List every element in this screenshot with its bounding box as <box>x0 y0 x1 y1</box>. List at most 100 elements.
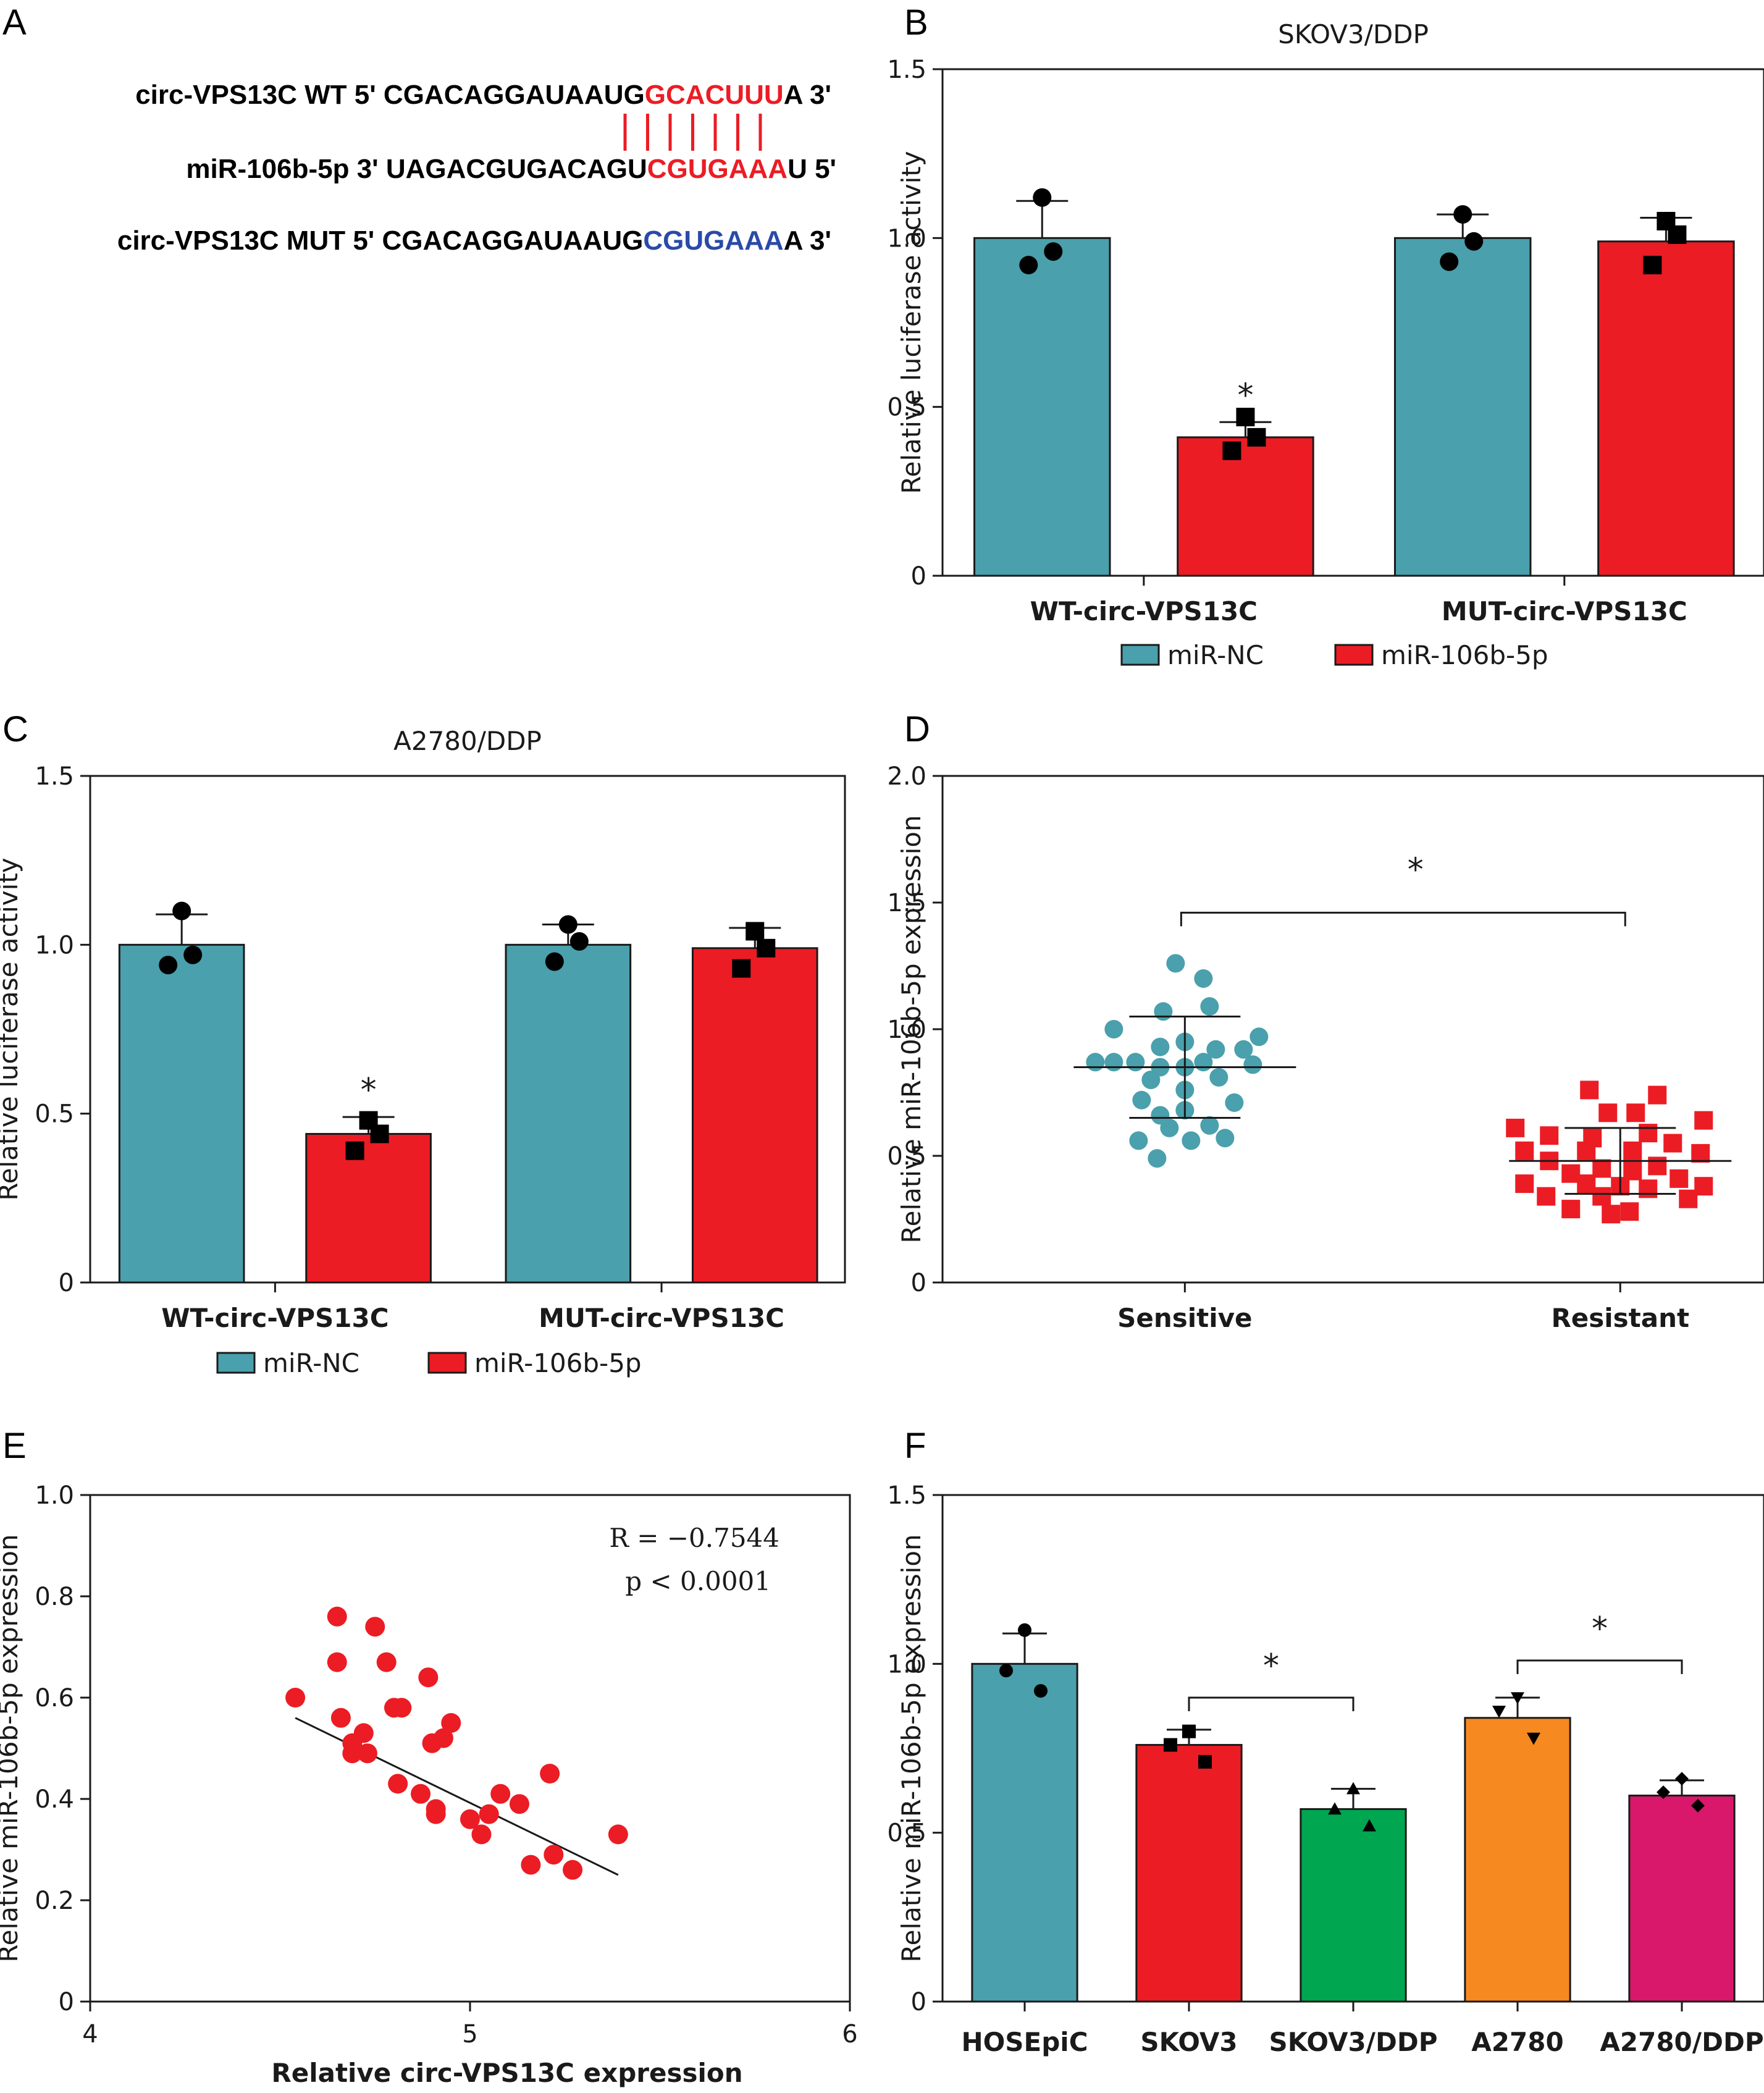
chart-title: SKOV3/DDP <box>1278 19 1429 49</box>
data-point <box>460 1809 480 1829</box>
data-point <box>608 1824 628 1845</box>
data-point <box>1657 1785 1670 1800</box>
data-point <box>1694 1111 1713 1130</box>
data-point <box>1663 1134 1682 1153</box>
data-point <box>1132 1090 1151 1110</box>
data-point <box>1018 1623 1031 1637</box>
data-point <box>1515 1174 1534 1194</box>
seq-mirna-suffix: U 5' <box>788 154 836 184</box>
data-point <box>1580 1080 1599 1100</box>
data-point <box>1104 1020 1124 1038</box>
y-tick-label: 0.5 <box>887 1142 926 1171</box>
data-point <box>1648 1156 1667 1176</box>
data-point <box>1234 1040 1253 1059</box>
seq-wt-suffix: A 3' <box>784 80 831 110</box>
data-point <box>1643 256 1662 275</box>
y-axis-title: Relative miR-106b-5p expression <box>0 1534 23 1962</box>
data-point <box>172 901 191 920</box>
data-point <box>1694 1177 1713 1196</box>
data-point <box>1209 1068 1228 1087</box>
data-point <box>1225 1093 1244 1112</box>
y-tick-label: 1.0 <box>35 1481 74 1510</box>
x-category-label: A2780 <box>1471 2027 1563 2057</box>
bar <box>1393 237 1532 577</box>
x-category-label: SKOV3/DDP <box>1269 2027 1437 2057</box>
seq-mut-site: CGUGAAA <box>643 225 783 256</box>
data-point <box>1104 1053 1124 1072</box>
y-tick-label: 0.2 <box>35 1887 74 1915</box>
data-point <box>411 1783 431 1804</box>
bar <box>118 943 245 1284</box>
data-point <box>418 1667 439 1688</box>
data-point <box>1250 1027 1269 1046</box>
legend-swatch <box>1120 644 1160 666</box>
significance-bracket <box>1516 1659 1683 1674</box>
data-point <box>746 922 765 941</box>
seq-mirna-site: CGUGAAA <box>647 154 788 184</box>
y-tick-label: 1.0 <box>887 224 926 253</box>
data-point <box>327 1606 347 1627</box>
data-point <box>544 1845 564 1865</box>
data-point <box>1464 232 1484 251</box>
legend-label: miR-NC <box>263 1348 359 1378</box>
bar <box>1628 1795 1736 2003</box>
data-point <box>1440 252 1459 271</box>
bar <box>1464 1717 1571 2003</box>
y-tick-label: 0.6 <box>35 1684 74 1712</box>
data-point <box>1166 954 1185 973</box>
data-point <box>1639 1179 1658 1198</box>
data-point <box>569 932 589 951</box>
legend-swatch <box>216 1352 256 1374</box>
data-point <box>558 915 578 934</box>
data-point <box>1626 1103 1645 1122</box>
data-point <box>1200 997 1219 1016</box>
plot-frame <box>941 775 1764 1284</box>
data-point <box>540 1764 560 1783</box>
data-point <box>1648 1085 1667 1105</box>
y-tick-label: 0.4 <box>35 1785 74 1814</box>
data-point <box>183 945 203 964</box>
data-point <box>1346 1782 1360 1795</box>
x-tick-label: 5 <box>462 2020 477 2049</box>
data-point <box>357 1743 377 1764</box>
x-category-label: MUT-circ-VPS13C <box>539 1303 784 1333</box>
data-point <box>1540 1126 1559 1145</box>
data-point <box>1691 1143 1710 1163</box>
data-point <box>1164 1738 1177 1752</box>
y-tick-label: 0.5 <box>887 1819 926 1848</box>
y-tick-label: 1.0 <box>35 931 74 959</box>
data-point <box>1243 1055 1262 1074</box>
seq-mut-suffix: A 3' <box>784 225 831 256</box>
seq-mut-prefix: circ-VPS13C MUT 5' CGACAGGAUAAUG <box>117 225 644 256</box>
y-tick-label: 0 <box>911 562 926 591</box>
x-tick-label: 6 <box>842 2020 857 2049</box>
data-point <box>365 1617 385 1637</box>
data-point <box>345 1141 364 1160</box>
y-axis-title: Relative miR-106b-5p expression <box>896 815 926 1243</box>
y-tick-label: 2.0 <box>887 762 926 791</box>
significance-star: * <box>1263 1648 1279 1685</box>
y-tick-label: 1.5 <box>35 762 74 791</box>
data-point <box>1194 969 1213 988</box>
bar <box>505 943 632 1284</box>
data-point <box>1200 1116 1219 1135</box>
data-point <box>1537 1187 1556 1206</box>
data-point <box>1160 1118 1179 1137</box>
chart-panel-e: 0 0.2 0.4 0.6 0.8 1.0 Relative miR-106b-5p exp… <box>0 1481 858 2088</box>
y-tick-label: 1.5 <box>887 889 926 917</box>
data-point <box>1620 1202 1639 1221</box>
data-point <box>999 1664 1013 1678</box>
significance-star: * <box>361 1072 377 1109</box>
data-point <box>426 1804 446 1824</box>
data-point <box>1182 1131 1201 1150</box>
bar <box>691 947 818 1284</box>
data-point <box>479 1804 499 1824</box>
data-point <box>1236 408 1255 427</box>
seq-mirna-prefix: miR-106b-5p 3' UAGACGUGACAGU <box>186 154 647 184</box>
data-point <box>1675 1772 1689 1786</box>
y-tick-label: 0 <box>59 1988 74 2016</box>
seq-wt-site: GCACUUU <box>645 80 784 110</box>
legend-label: miR-106b-5p <box>474 1348 642 1378</box>
x-axis-title: Relative circ-VPS13C expression <box>271 2058 742 2088</box>
data-point <box>1129 1131 1148 1150</box>
